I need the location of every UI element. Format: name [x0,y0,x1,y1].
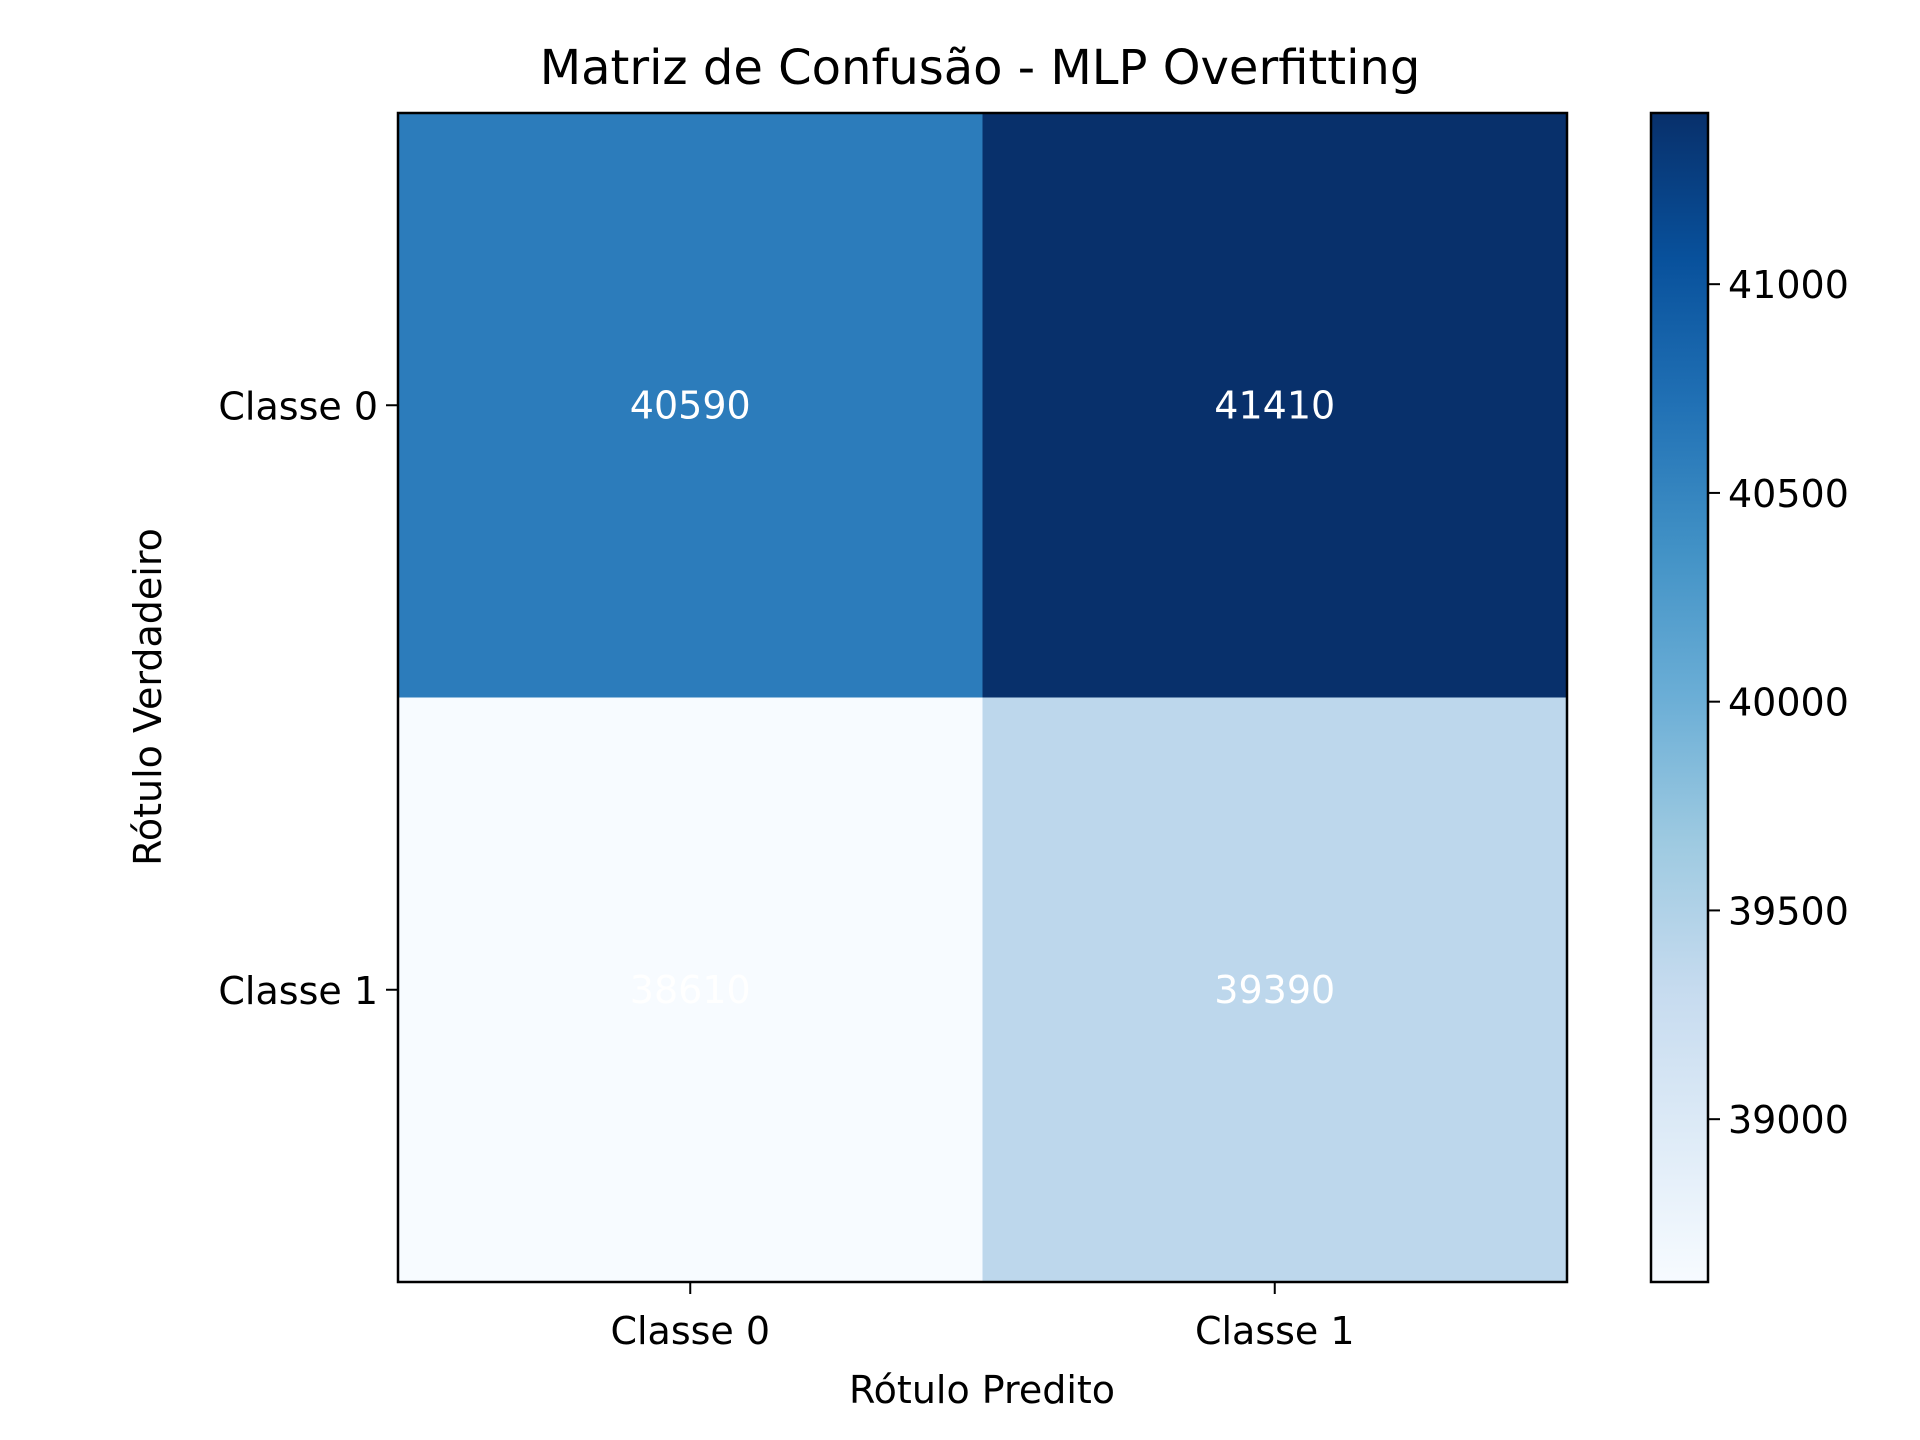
colorbar-tick-label: 39500 [1728,889,1849,933]
heatmap-cells [398,113,1568,1283]
colorbar-tick-label: 40000 [1728,681,1849,725]
y-axis-ticks: Classe 0 Classe 1 [218,384,398,1013]
colorbar-tick-label: 41000 [1728,263,1849,307]
colorbar-ticks: 39000 39500 40000 40500 41000 [1708,263,1849,1142]
x-tick-label: Classe 1 [1195,1309,1355,1353]
cell-value-r0-c0: 40590 [630,383,751,427]
x-tick-label: Classe 0 [610,1309,770,1353]
chart-title: Matriz de Confusão - MLP Overfitting [540,40,1421,96]
y-axis-label: Rótulo Verdadeiro [126,528,170,866]
colorbar [1649,111,1710,1284]
y-tick-label: Classe 1 [218,969,378,1013]
plot-frame [396,111,1569,1284]
cell-value-r1-c1: 39390 [1214,968,1335,1012]
heatmap-cell-r1-c0 [398,697,983,1283]
heatmap-cell-labels: 40590 41410 38610 39390 [630,383,1335,1012]
x-axis-ticks: Classe 0 Classe 1 [610,1282,1355,1353]
heatmap-cell-r1-c1 [982,697,1568,1283]
cell-value-r0-c1: 41410 [1214,383,1335,427]
heatmap-cell-r0-c1 [982,113,1568,698]
cell-value-r1-c0: 38610 [630,968,751,1012]
colorbar-tick-label: 39000 [1728,1098,1849,1142]
heatmap-cell-r0-c0 [398,113,983,698]
x-axis-label: Rótulo Predito [849,1368,1115,1412]
colorbar-tick-label: 40500 [1728,472,1849,516]
y-tick-label: Classe 0 [218,384,378,428]
